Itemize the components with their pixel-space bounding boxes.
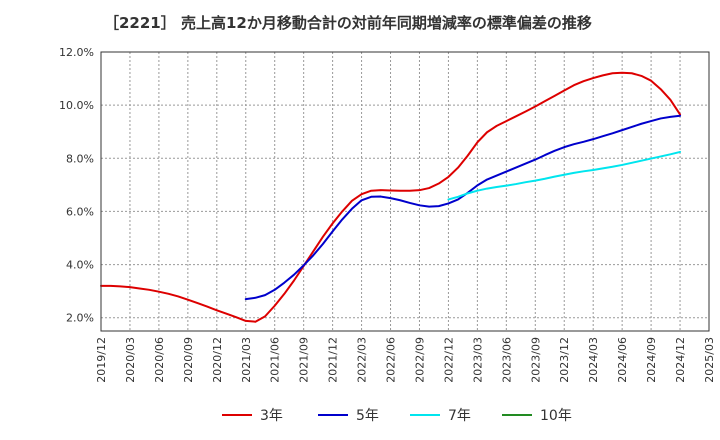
y-tick-label: 2.0%: [66, 312, 94, 325]
x-tick-label: 2021/06: [269, 337, 282, 383]
legend-label: 10年: [540, 408, 572, 424]
x-tick-label: 2024/03: [587, 337, 600, 383]
legend-label: 7年: [448, 408, 471, 424]
x-tick-label: 2023/06: [500, 337, 513, 383]
y-tick-label: 4.0%: [66, 259, 94, 272]
legend-item: 3年: [222, 403, 283, 427]
legend-swatch: [410, 414, 440, 416]
legend-item: 5年: [318, 403, 379, 427]
x-tick-label: 2024/09: [645, 337, 658, 383]
x-tick-label: 2020/12: [211, 337, 224, 383]
y-tick-label: 10.0%: [59, 99, 94, 112]
legend-label: 3年: [260, 408, 283, 424]
series-line-2: [244, 114, 682, 301]
grid-lines: [100, 51, 710, 331]
legend-swatch: [318, 414, 348, 416]
x-tick-label: 2024/12: [674, 337, 687, 383]
x-tick-label: 2025/03: [703, 337, 716, 383]
x-tick-label: 2024/06: [616, 337, 629, 383]
legend-item: 7年: [410, 403, 471, 427]
x-tick-label: 2021/09: [298, 337, 311, 383]
series-line-1: [100, 71, 682, 323]
chart-title: ［2221］ 売上高12か月移動合計の対前年同期増減率の標準偏差の推移: [104, 14, 592, 32]
x-tick-label: 2020/03: [124, 337, 137, 383]
y-axis-tick-labels: 2.0% 4.0% 6.0% 8.0% 10.0% 12.0%: [59, 46, 94, 325]
series-line-3: [447, 150, 682, 201]
legend: 3年 5年 7年 10年: [0, 403, 720, 427]
legend-swatch: [222, 414, 252, 416]
x-tick-label: 2022/03: [356, 337, 369, 383]
legend-item: 10年: [502, 403, 572, 427]
x-tick-label: 2023/09: [529, 337, 542, 383]
series-lines: [100, 71, 682, 323]
y-tick-label: 6.0%: [66, 205, 94, 218]
legend-swatch: [502, 414, 532, 416]
plot-frame: [100, 51, 710, 332]
x-tick-label: 2021/12: [327, 337, 340, 383]
y-tick-label: 12.0%: [59, 46, 94, 59]
x-axis-tick-labels: 2019/12 2020/03 2020/06 2020/09 2020/12 2021/…: [95, 337, 716, 383]
x-tick-label: 2023/03: [471, 337, 484, 383]
x-tick-label: 2022/09: [413, 337, 426, 383]
legend-label: 5年: [356, 408, 379, 424]
x-tick-label: 2019/12: [95, 337, 108, 383]
x-tick-label: 2020/06: [153, 337, 166, 383]
x-tick-label: 2022/06: [385, 337, 398, 383]
y-tick-label: 8.0%: [66, 152, 94, 165]
x-tick-label: 2021/03: [240, 337, 253, 383]
x-tick-label: 2020/09: [182, 337, 195, 383]
x-tick-label: 2023/12: [558, 337, 571, 383]
x-tick-label: 2022/12: [442, 337, 455, 383]
